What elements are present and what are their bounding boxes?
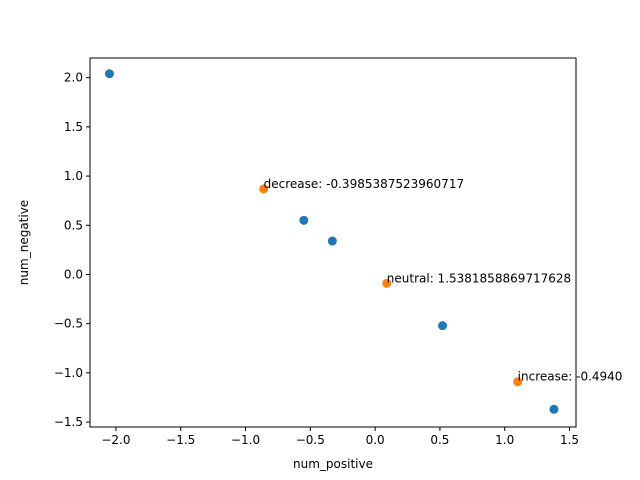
y-tick-label: 0.5 — [64, 218, 83, 232]
x-tick-label: 1.5 — [560, 433, 579, 447]
y-tick-label: 2.0 — [64, 71, 83, 85]
scatter-point-series-1 — [104, 69, 114, 79]
x-tick-label: 1.0 — [495, 433, 514, 447]
y-tick-label: 1.0 — [64, 169, 83, 183]
x-tick-label: 0.5 — [430, 433, 449, 447]
annotations: decrease: -0.3985387523960717 neutral: 1.… — [264, 177, 623, 384]
x-tick-label: −1.0 — [231, 433, 260, 447]
y-tick-label: 0.0 — [64, 267, 83, 281]
y-tick-label: 1.5 — [64, 120, 83, 134]
scatter-point-series-2 — [513, 377, 523, 387]
x-axis-label: num_positive — [293, 457, 373, 471]
x-tick-label: −0.5 — [296, 433, 325, 447]
scatter-point-series-1 — [438, 321, 448, 331]
y-tick-label: −1.5 — [54, 415, 83, 429]
scatter-point-series-2 — [259, 184, 269, 194]
y-tick-label: −1.0 — [54, 366, 83, 380]
y-tick-label: −0.5 — [54, 317, 83, 331]
x-tick-label: −1.5 — [166, 433, 195, 447]
scatter-point-series-2 — [382, 278, 392, 288]
y-axis-label: num_negative — [17, 200, 31, 285]
x-tick-label: −2.0 — [101, 433, 130, 447]
scatter-point-series-1 — [327, 236, 337, 246]
scatter-point-series-1 — [299, 215, 309, 225]
data-points — [104, 69, 559, 414]
point-annotation: increase: -0.4940 — [518, 370, 623, 384]
point-annotation: neutral: 1.5381858869717628 — [387, 271, 571, 285]
scatter-point-series-1 — [549, 404, 559, 414]
point-annotation: decrease: -0.3985387523960717 — [264, 177, 464, 191]
x-tick-label: 0.0 — [366, 433, 385, 447]
axis-ticks: −2.0 −1.5 −1.0 −0.5 0.0 0.5 1.0 1.5 −1.5 −1.0 −0.5… — [54, 71, 579, 447]
